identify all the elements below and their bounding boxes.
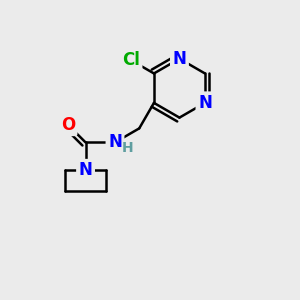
Text: N: N bbox=[108, 134, 122, 152]
Text: N: N bbox=[172, 50, 186, 68]
Text: N: N bbox=[79, 161, 92, 179]
Text: O: O bbox=[61, 116, 75, 134]
Text: N: N bbox=[198, 94, 212, 112]
Text: H: H bbox=[122, 141, 133, 155]
Text: Cl: Cl bbox=[122, 51, 140, 69]
